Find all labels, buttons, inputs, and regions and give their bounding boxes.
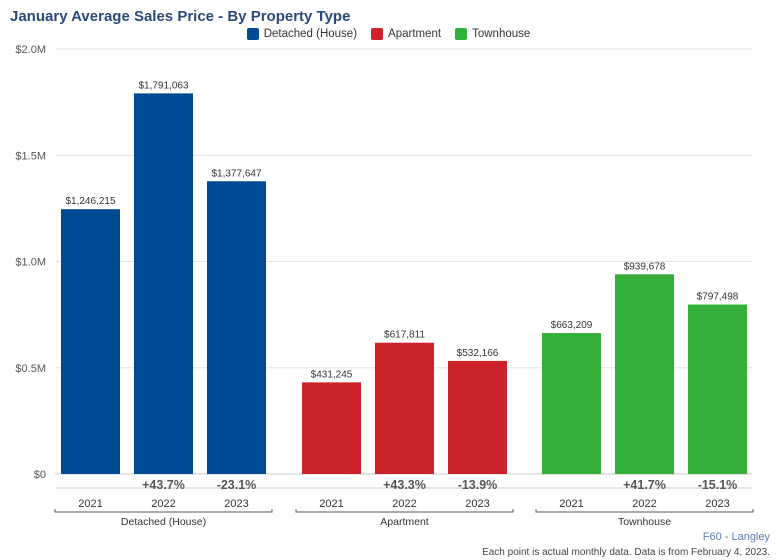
x-tick-label: 2021 — [559, 498, 583, 510]
y-tick-label: $2.0M — [15, 44, 46, 56]
region-label: F60 - Langley — [702, 531, 770, 543]
legend-label-detached: Detached (House) — [263, 28, 358, 40]
legend-swatch-apartment — [371, 28, 384, 40]
x-tick-label: 2021 — [78, 498, 102, 510]
change-label: +43.3% — [383, 478, 426, 492]
change-label: -13.9% — [458, 478, 498, 492]
legend-label-townhouse: Townhouse — [472, 28, 531, 40]
group-label: Detached (House) — [121, 516, 206, 528]
bar — [448, 360, 507, 474]
data-source-note: Each point is actual monthly data. Data … — [482, 547, 770, 558]
change-label: +43.7% — [142, 478, 185, 492]
x-tick-label: 2023 — [705, 498, 729, 510]
x-tick-label: 2021 — [319, 498, 343, 510]
legend-label-apartment: Apartment — [388, 28, 442, 40]
x-tick-label: 2023 — [465, 498, 489, 510]
bar — [615, 274, 674, 474]
group-bracket — [54, 509, 273, 513]
group-bracket — [535, 509, 754, 513]
bar — [375, 342, 434, 474]
data-label: $663,209 — [551, 320, 593, 331]
legend-swatch-detached — [246, 28, 259, 40]
legend-item-apartment[interactable]: Apartment — [371, 28, 441, 40]
bar — [302, 382, 361, 474]
bar — [207, 181, 266, 475]
bar — [61, 209, 120, 474]
x-tick-label: 2022 — [392, 498, 416, 510]
legend: Detached (House) Apartment Townhouse — [0, 28, 777, 40]
data-label: $1,791,063 — [138, 80, 188, 91]
y-tick-label: $1.5M — [15, 150, 46, 162]
legend-item-townhouse[interactable]: Townhouse — [455, 28, 530, 40]
change-label: -23.1% — [217, 478, 257, 492]
data-label: $797,498 — [697, 292, 739, 303]
data-label: $431,245 — [311, 369, 353, 380]
x-tick-label: 2022 — [151, 498, 175, 510]
y-tick-label: $1.0M — [15, 257, 46, 269]
bar — [542, 333, 601, 474]
data-label: $617,811 — [384, 330, 425, 341]
data-label: $939,678 — [624, 261, 666, 272]
group-bracket — [295, 509, 514, 513]
data-label: $1,377,647 — [211, 168, 261, 179]
change-label: +41.7% — [623, 478, 666, 492]
group-label: Townhouse — [618, 516, 671, 528]
y-tick-label: $0.5M — [15, 363, 46, 375]
y-tick-label: $0 — [34, 469, 46, 481]
bar — [134, 93, 193, 474]
x-tick-label: 2022 — [632, 498, 656, 510]
legend-item-detached[interactable]: Detached (House) — [246, 28, 358, 40]
change-label: -15.1% — [698, 478, 738, 492]
chart-title: January Average Sales Price - By Propert… — [10, 8, 351, 25]
bar — [688, 304, 747, 474]
data-label: $532,166 — [457, 348, 499, 359]
bar-chart: $0 $0.5M $1.0M $1.5M $2.0M $1,246,215 2021 $1,7… — [15, 44, 754, 528]
x-tick-label: 2023 — [224, 498, 248, 510]
data-label: $1,246,215 — [65, 196, 115, 207]
group-label: Apartment — [380, 516, 429, 528]
legend-swatch-townhouse — [455, 28, 468, 40]
